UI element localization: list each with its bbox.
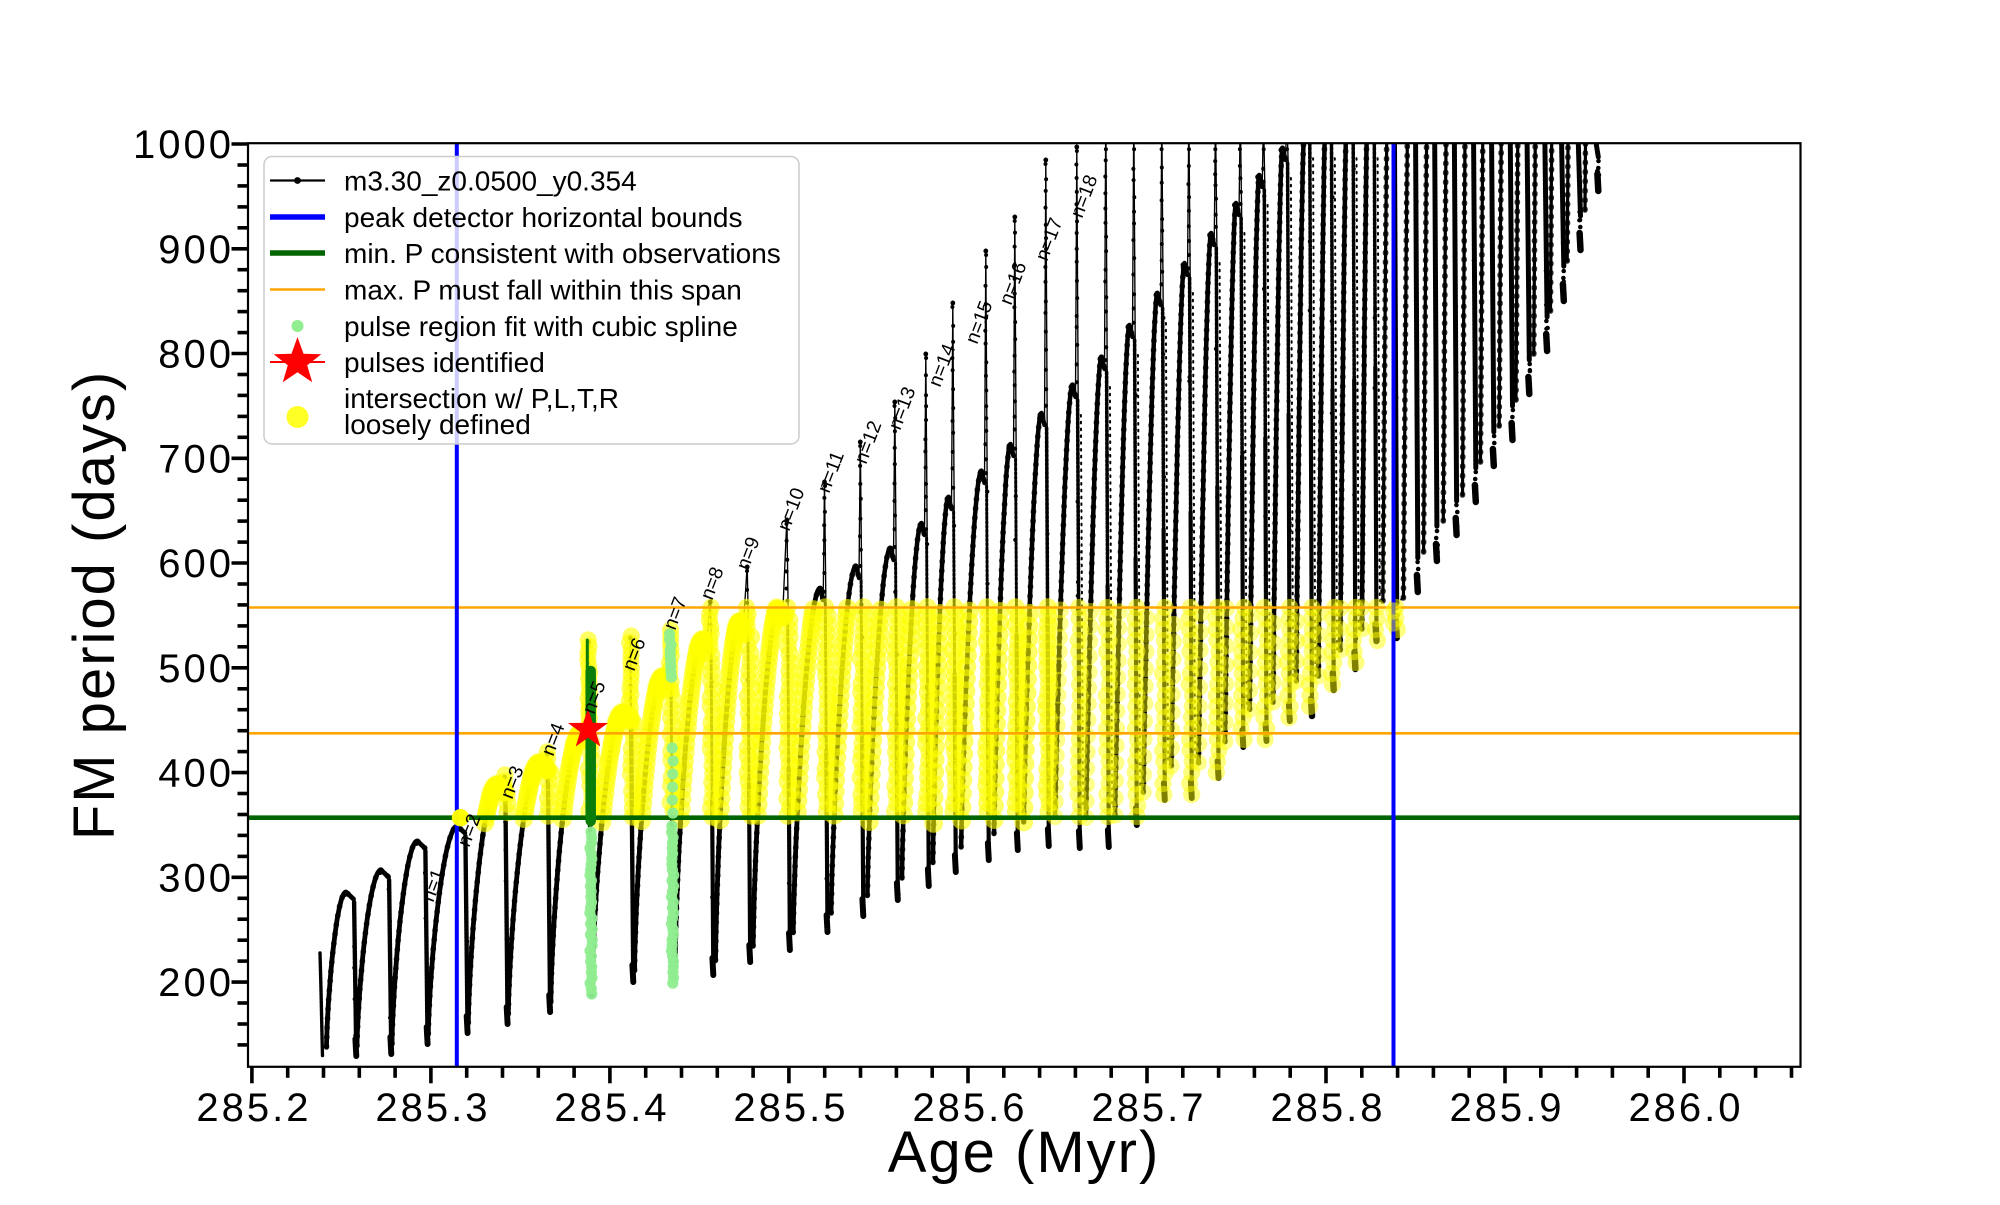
svg-text:600: 600 [158,542,234,586]
svg-text:peak detector horizontal bound: peak detector horizontal bounds [344,202,743,233]
svg-text:loosely defined: loosely defined [344,409,531,440]
svg-text:900: 900 [158,228,234,272]
svg-text:285.8: 285.8 [1270,1086,1385,1130]
svg-text:700: 700 [158,437,234,481]
svg-text:min. P consistent with observa: min. P consistent with observations [344,238,781,269]
svg-text:285.4: 285.4 [554,1086,669,1130]
svg-text:pulses identified: pulses identified [344,347,545,378]
svg-text:300: 300 [158,856,234,900]
svg-text:800: 800 [158,333,234,377]
svg-text:285.2: 285.2 [196,1086,311,1130]
svg-text:FM period (days): FM period (days) [62,370,127,840]
svg-text:500: 500 [158,647,234,691]
svg-text:pulse region fit with cubic sp: pulse region fit with cubic spline [344,311,738,342]
svg-text:285.5: 285.5 [733,1086,848,1130]
svg-text:m3.30_z0.0500_y0.354: m3.30_z0.0500_y0.354 [344,166,637,197]
svg-text:285.7: 285.7 [1091,1086,1206,1130]
svg-text:max. P must fall within this s: max. P must fall within this span [344,275,742,306]
svg-text:intersection w/ P,L,T,R: intersection w/ P,L,T,R [344,383,619,414]
svg-text:285.3: 285.3 [375,1086,490,1130]
svg-text:200: 200 [158,961,234,1005]
svg-text:1000: 1000 [133,123,234,167]
svg-text:286.0: 286.0 [1628,1086,1743,1130]
svg-text:285.9: 285.9 [1449,1086,1564,1130]
svg-text:285.6: 285.6 [912,1086,1027,1130]
svg-text:Age (Myr): Age (Myr) [888,1120,1161,1185]
svg-text:400: 400 [158,752,234,796]
